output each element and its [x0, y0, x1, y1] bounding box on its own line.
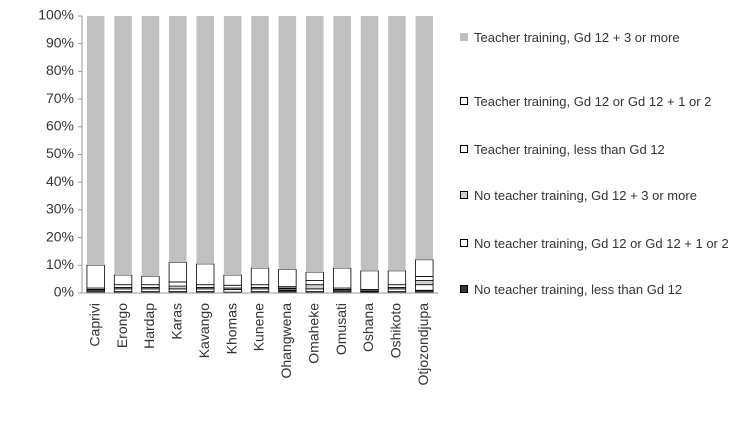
bar-segment — [415, 259, 434, 277]
bar-segment — [196, 16, 214, 264]
bar-segment — [333, 16, 351, 269]
y-tick-label: 0% — [54, 284, 74, 300]
x-tick-label: Hardap — [141, 303, 157, 349]
y-tick-label: 70% — [46, 90, 74, 106]
bar-segment — [141, 288, 160, 293]
bar-segment — [223, 16, 242, 275]
legend-entry: No teacher training, Gd 12 or Gd 12 + 1 … — [458, 236, 744, 252]
bar-segment — [196, 284, 215, 288]
bar-segment — [360, 16, 379, 271]
bar-segment — [169, 16, 187, 263]
y-tick-label: 50% — [46, 145, 74, 161]
x-tick-label: Oshikoto — [388, 303, 404, 358]
legend-label: Teacher training, less than Gd 12 — [474, 142, 665, 157]
legend-entry: Teacher training, Gd 12 + 3 or more — [458, 30, 744, 46]
legend-entry: No teacher training, Gd 12 + 3 or more — [458, 188, 744, 204]
x-tick-label: Caprivi — [86, 303, 102, 347]
bar-segment — [388, 16, 406, 271]
bar-segment — [387, 288, 407, 293]
x-tick-label: Ohangwena — [278, 303, 294, 379]
bar-segment — [223, 284, 242, 289]
y-tick-label: 30% — [46, 201, 74, 217]
bar-segment — [250, 288, 270, 293]
x-tick-label: Omaheke — [305, 303, 321, 364]
bar-segment — [86, 16, 105, 266]
bar-segment — [360, 270, 379, 290]
legend-label: Teacher training, Gd 12 or Gd 12 + 1 or … — [474, 94, 712, 109]
bar-segment — [305, 271, 324, 281]
bar-segment — [415, 16, 434, 260]
bar-segment — [278, 16, 297, 270]
legend-entry: No teacher training, less than Gd 12 — [458, 282, 744, 298]
legend-label: No teacher training, Gd 12 + 3 or more — [474, 188, 697, 203]
bar-segment — [278, 269, 297, 288]
x-tick-label: Khomas — [223, 303, 239, 354]
bar-segment — [415, 280, 434, 286]
legend-label: No teacher training, less than Gd 12 — [474, 282, 683, 297]
legend-entry: Teacher training, Gd 12 or Gd 12 + 1 or … — [458, 94, 744, 110]
legend-swatch — [460, 239, 468, 247]
bar-segment — [141, 275, 160, 286]
bar-segment — [305, 288, 324, 293]
legend-swatch — [460, 97, 468, 105]
bar-segment — [168, 288, 188, 293]
bar-segment — [113, 288, 133, 293]
bar-segment — [168, 262, 188, 283]
y-tick-label: 20% — [46, 228, 74, 244]
y-tick-label: 60% — [46, 118, 74, 134]
bar-segment — [250, 284, 270, 288]
bar-segment — [415, 284, 434, 291]
bar-segment — [415, 275, 434, 281]
bar-segment — [114, 16, 132, 275]
bar-segment — [168, 281, 188, 287]
bar-segment — [305, 284, 324, 290]
bar-segment — [332, 267, 352, 289]
bar-segment — [141, 284, 160, 288]
bar-segment — [387, 284, 407, 288]
bar-segment — [168, 285, 188, 290]
x-tick-label: Kavango — [196, 303, 212, 358]
bar-segment — [305, 280, 324, 286]
bar-segment — [250, 267, 270, 286]
bar-segment — [196, 263, 215, 286]
legend-label: No teacher training, Gd 12 or Gd 12 + 1 … — [474, 236, 729, 251]
bar-segment — [141, 16, 160, 277]
legend-swatch — [460, 285, 468, 293]
bar-segment — [251, 16, 269, 269]
bar-segment — [223, 274, 242, 286]
bar-segment — [86, 264, 105, 289]
x-tick-label: Erongo — [114, 303, 130, 348]
y-tick-label: 80% — [46, 62, 74, 78]
bar-segment — [306, 16, 324, 273]
legend-swatch — [460, 33, 468, 41]
x-tick-label: Omusati — [333, 303, 349, 355]
bar-segment — [113, 274, 133, 286]
bar-segment — [196, 288, 215, 293]
legend-label: Teacher training, Gd 12 + 3 or more — [474, 30, 680, 45]
y-tick-label: 40% — [46, 173, 74, 189]
legend-swatch — [460, 191, 468, 199]
y-tick-label: 10% — [46, 256, 74, 272]
x-tick-label: Otjozondjupa — [415, 303, 431, 386]
legend-swatch — [460, 145, 468, 153]
bar-segment — [387, 270, 407, 286]
x-tick-label: Kunene — [251, 303, 267, 351]
y-tick-label: 100% — [38, 7, 74, 23]
bar-segment — [223, 288, 242, 293]
legend-entry: Teacher training, less than Gd 12 — [458, 142, 744, 158]
x-tick-label: Karas — [169, 303, 185, 340]
x-tick-label: Oshana — [360, 303, 376, 352]
bar-segment — [113, 284, 133, 288]
y-tick-label: 90% — [46, 34, 74, 50]
